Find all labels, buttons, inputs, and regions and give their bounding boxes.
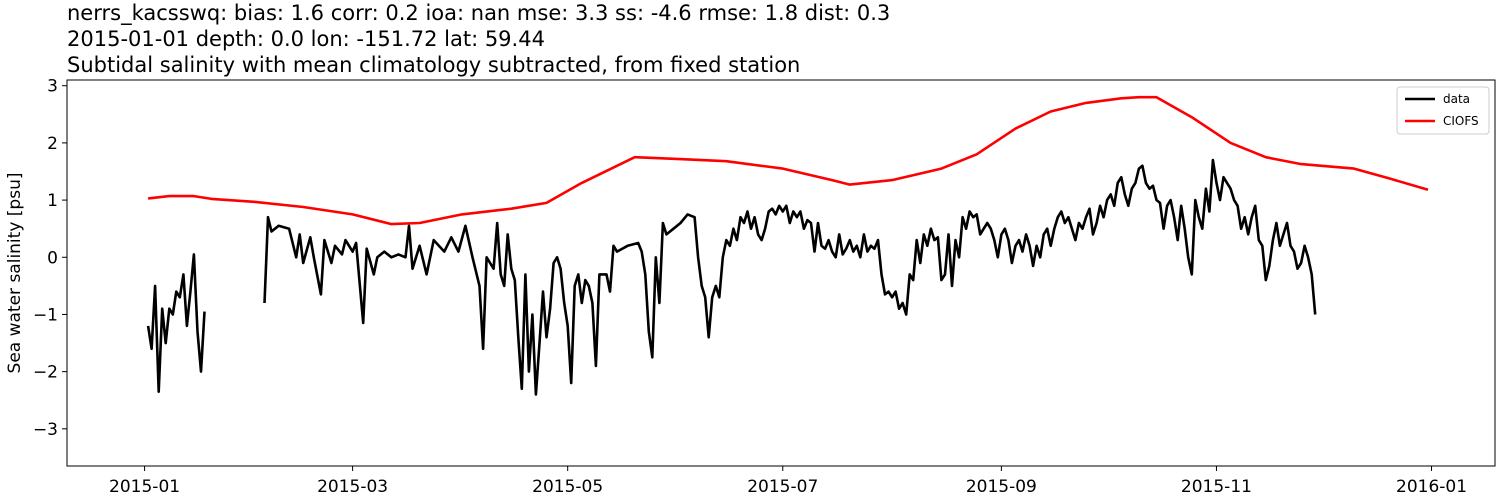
y-tick-label: −3 [33, 420, 58, 440]
x-tick-label: 2016-01 [1396, 477, 1467, 497]
legend-label-ciofs: CIOFS [1443, 114, 1479, 128]
y-tick-label: −2 [33, 363, 58, 383]
x-tick-label: 2015-11 [1181, 477, 1252, 497]
axis-layer: 2015-01 2015-03 2015-05 2015-07 2015-09 2015-… [33, 77, 1467, 497]
x-tick-label: 2015-03 [317, 477, 388, 497]
series-line-data [146, 253, 206, 394]
x-tick-label: 2015-01 [109, 477, 180, 497]
y-tick-label: 2 [47, 134, 58, 154]
y-tick-label: 1 [47, 191, 58, 211]
legend-label-data: data [1443, 92, 1470, 106]
chart-description-line: Subtidal salinity with mean climatology … [67, 53, 801, 77]
x-tick-label: 2015-05 [532, 477, 603, 497]
series-line-data [263, 158, 1317, 396]
series-layer [146, 95, 1429, 396]
chart-title: nerrs_kacsswq: bias: 1.6 corr: 0.2 ioa: … [67, 0, 890, 78]
series-line-ciofs [147, 95, 1429, 226]
y-tick-label: 3 [47, 77, 58, 97]
y-tick-label: −1 [33, 305, 58, 325]
y-tick-label: 0 [47, 248, 58, 268]
x-tick-label: 2015-09 [966, 477, 1037, 497]
chart-title-line: nerrs_kacsswq: bias: 1.6 corr: 0.2 ioa: … [67, 1, 891, 25]
legend: data CIOFS [1396, 86, 1490, 135]
y-axis-label: Sea water salinity [psu] [5, 173, 25, 374]
chart-subtitle-line: 2015-01-01 depth: 0.0 lon: -151.72 lat: … [67, 27, 545, 51]
x-tick-label: 2015-07 [747, 477, 818, 497]
plot-frame [66, 79, 1496, 467]
